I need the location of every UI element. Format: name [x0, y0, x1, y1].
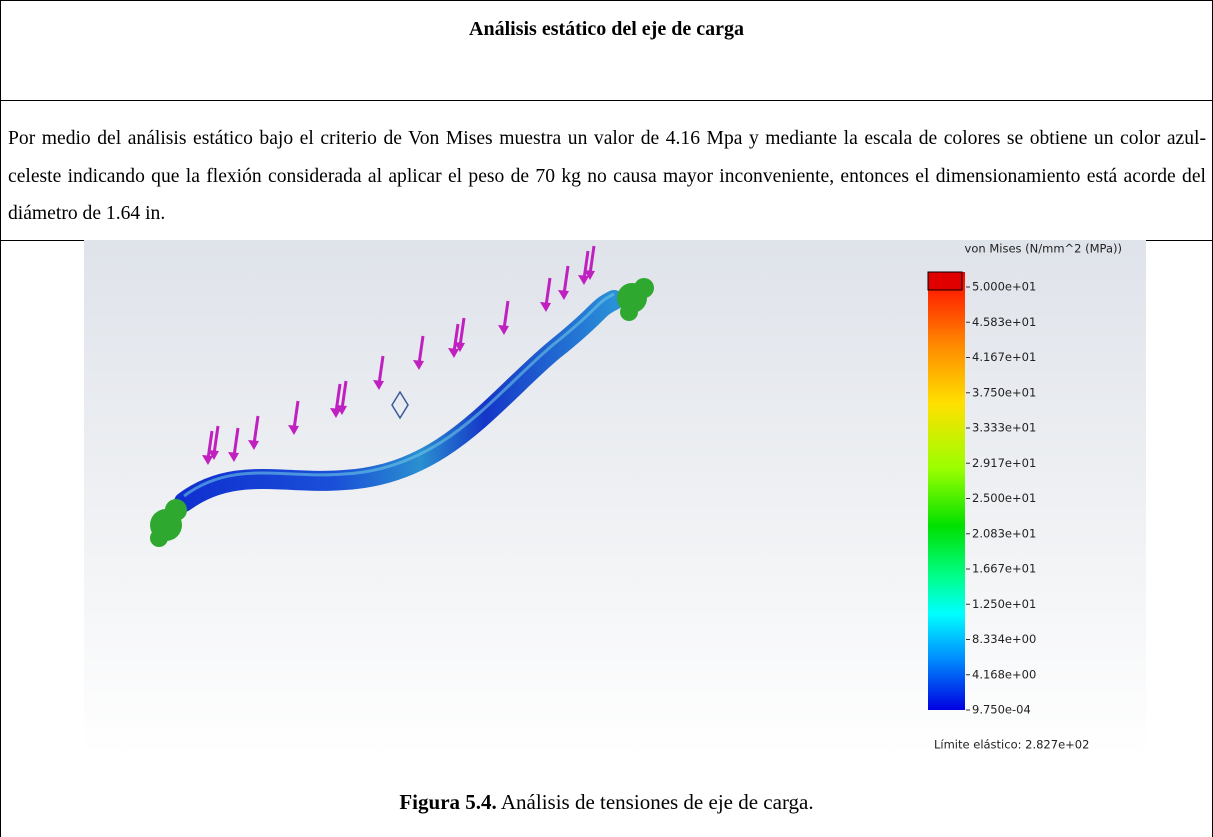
legend-label: 3.333e+01 [972, 421, 1036, 435]
legend-title: von Mises (N/mm^2 (MPa)) [965, 242, 1122, 256]
legend-label: 4.167e+01 [972, 350, 1036, 364]
figure-image: von Mises (N/mm^2 (MPa)) 5.000e+01 4.583e… [84, 240, 1146, 756]
title: Análisis estático del eje de carga [1, 18, 1212, 41]
legend-label: 4.583e+01 [972, 315, 1036, 329]
legend-label: 4.168e+00 [972, 667, 1036, 681]
legend-label: 2.083e+01 [972, 526, 1036, 540]
color-scale [928, 272, 965, 710]
caption-label: Figura 5.4. [399, 790, 496, 814]
legend-label: 2.917e+01 [972, 456, 1036, 470]
legend-label: 9.750e-04 [972, 703, 1031, 717]
legend-label: 1.667e+01 [972, 562, 1036, 576]
caption-text: Análisis de tensiones de eje de carga. [497, 790, 814, 814]
legend-label: 2.500e+01 [972, 491, 1036, 505]
paragraph: Por medio del análisis estático bajo el … [8, 120, 1206, 233]
legend-label: 1.250e+01 [972, 597, 1036, 611]
yield-note: Límite elástico: 2.827e+02 [934, 738, 1089, 752]
caption: Figura 5.4. Análisis de tensiones de eje… [0, 790, 1213, 815]
legend-label: 3.750e+01 [972, 385, 1036, 399]
legend-label: 8.334e+00 [972, 632, 1036, 646]
scale-max-box [928, 272, 962, 290]
page: {"header": {"title": "Análisis estático … [0, 0, 1213, 837]
legend-label: 5.000e+01 [972, 280, 1036, 294]
text-cell: Por medio del análisis estático bajo el … [0, 100, 1213, 241]
title-cell: Análisis estático del eje de carga [0, 0, 1213, 101]
